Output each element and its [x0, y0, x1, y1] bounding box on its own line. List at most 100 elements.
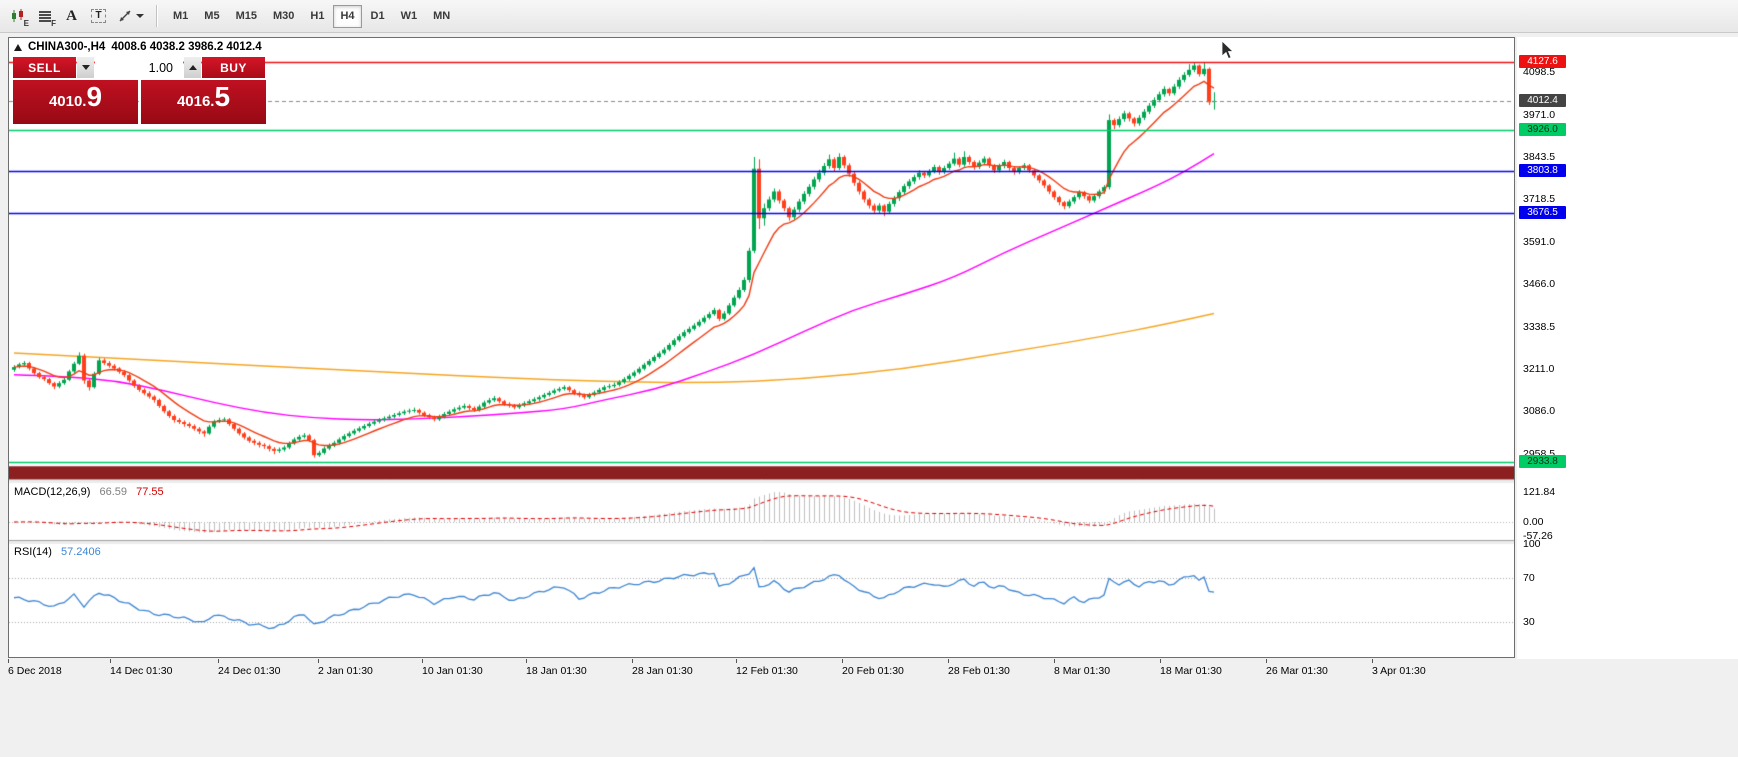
- chart-header: CHINA300-,H4 4008.6 4038.2 3986.2 4012.4: [14, 41, 262, 53]
- macd-name: MACD(12,26,9): [14, 486, 91, 498]
- letter-e-label: E: [23, 18, 29, 28]
- price-badge: 3676.5: [1519, 206, 1566, 220]
- one-click-trading-panel: SELL BUY 4010. 9 4016. 5: [13, 57, 266, 124]
- rsi-value: 57.2406: [60, 546, 101, 558]
- symbol-period-label: CHINA300-,H4: [28, 41, 106, 53]
- volume-increase-button[interactable]: [184, 57, 201, 78]
- time-axis-tick: [736, 659, 737, 663]
- macd-axis-tick: 0.00: [1523, 516, 1544, 528]
- time-axis-tick: [1160, 659, 1161, 663]
- volume-decrease-button[interactable]: [77, 57, 94, 78]
- letter-f-label: F: [51, 18, 56, 28]
- timeframe-button-group: M1 M5 M15 M30 H1 H4 D1 W1 MN: [166, 4, 457, 28]
- buy-button[interactable]: BUY: [202, 57, 265, 78]
- timeframe-button-d1[interactable]: D1: [364, 5, 392, 28]
- price-axis-tick: 4098.5: [1523, 66, 1556, 78]
- lines-icon: [38, 10, 51, 23]
- mouse-cursor: [1221, 40, 1234, 60]
- time-axis-label: 2 Jan 01:30: [318, 665, 373, 677]
- timeframe-button-h1[interactable]: H1: [303, 5, 331, 28]
- macd-value-2: 77.55: [136, 486, 164, 498]
- price-badge: 2933.8: [1519, 455, 1566, 469]
- objects-list-icon-button[interactable]: F: [31, 4, 58, 29]
- timeframe-button-m30[interactable]: M30: [266, 5, 301, 28]
- buy-price-button[interactable]: 4016. 5: [141, 80, 266, 124]
- price-axis-tick: 3591.0: [1523, 236, 1556, 249]
- buy-price-main: 4016.: [176, 93, 215, 110]
- time-axis-tick: [8, 659, 9, 663]
- time-axis-label: 24 Dec 01:30: [218, 665, 281, 677]
- buy-price-big-digit: 5: [214, 81, 231, 112]
- macd-axis-tick: 121.84: [1523, 486, 1556, 499]
- price-axis-tick: 3338.5: [1523, 320, 1556, 333]
- time-axis-tick: [842, 659, 843, 663]
- time-axis-tick: [1266, 659, 1267, 663]
- volume-input[interactable]: [95, 57, 183, 78]
- time-axis[interactable]: 6 Dec 2018 14 Dec 01:30 24 Dec 01:30 2 Jan …: [8, 659, 1515, 680]
- timeframe-button-m5[interactable]: M5: [197, 5, 226, 28]
- time-axis-label: 28 Feb 01:30: [948, 665, 1010, 677]
- caret-down-icon: [81, 65, 90, 70]
- time-axis-tick: [632, 659, 633, 663]
- price-axis-tick: 3971.0: [1523, 108, 1556, 121]
- candlestick-indicator-icon-button[interactable]: E: [4, 4, 31, 29]
- price-chart-canvas[interactable]: [9, 38, 1514, 657]
- time-axis-label: 12 Feb 01:30: [736, 665, 798, 677]
- time-axis-label: 26 Mar 01:30: [1266, 665, 1328, 677]
- sell-price-big-digit: 9: [86, 81, 103, 112]
- time-axis-tick: [1372, 659, 1373, 663]
- time-axis-label: 3 Apr 01:30: [1372, 665, 1426, 677]
- rsi-axis-tick: 100: [1523, 538, 1541, 550]
- price-axis[interactable]: 4098.5 3971.0 3843.5 3718.5 3591.0 3466.0 3338…: [1517, 37, 1738, 659]
- time-axis-tick: [110, 659, 111, 663]
- sell-price-main: 4010.: [48, 93, 87, 110]
- timeframe-button-m15[interactable]: M15: [229, 5, 264, 28]
- cursor-tool-dropdown-button[interactable]: [112, 4, 150, 29]
- sell-button[interactable]: SELL: [13, 57, 76, 78]
- rsi-indicator-label: RSI(14) 57.2406: [14, 546, 101, 558]
- text-label-tool-button[interactable]: A: [58, 4, 85, 29]
- time-axis-tick: [422, 659, 423, 663]
- price-axis-tick: 3843.5: [1523, 151, 1556, 164]
- toolbar: E F A T M1 M5 M15 M30 H1 H4 D1 W1 MN: [0, 0, 1738, 33]
- price-axis-tick: 3211.0: [1523, 363, 1555, 376]
- macd-value-1: 66.59: [99, 486, 128, 498]
- price-badge: 4012.4: [1519, 93, 1566, 107]
- boxed-t-icon: T: [91, 9, 106, 23]
- time-axis-tick: [1054, 659, 1055, 663]
- time-axis-label: 28 Jan 01:30: [632, 665, 693, 677]
- ohlc-values: 4008.6 4038.2 3986.2 4012.4: [111, 41, 262, 53]
- text-box-tool-button[interactable]: T: [85, 4, 112, 29]
- time-axis-label: 18 Jan 01:30: [526, 665, 587, 677]
- price-axis-tick: 3718.5: [1523, 193, 1556, 206]
- time-axis-label: 6 Dec 2018: [8, 665, 62, 677]
- sell-price-button[interactable]: 4010. 9: [13, 80, 138, 124]
- time-axis-label: 20 Feb 01:30: [842, 665, 904, 677]
- macd-indicator-label: MACD(12,26,9) 66.59 77.55: [14, 486, 164, 498]
- timeframe-button-w1[interactable]: W1: [394, 5, 425, 28]
- rsi-axis-tick: 70: [1523, 571, 1535, 584]
- timeframe-button-mn[interactable]: MN: [426, 5, 457, 28]
- time-axis-tick: [318, 659, 319, 663]
- time-axis-tick: [218, 659, 219, 663]
- price-badge: 3926.0: [1519, 122, 1566, 136]
- time-axis-label: 18 Mar 01:30: [1160, 665, 1222, 677]
- letter-a-icon: A: [66, 7, 77, 24]
- rsi-name: RSI(14): [14, 546, 52, 558]
- timeframe-button-h4[interactable]: H4: [333, 4, 362, 28]
- price-axis-tick: 3086.0: [1523, 405, 1556, 418]
- chart-plot-area: CHINA300-,H4 4008.6 4038.2 3986.2 4012.4…: [8, 37, 1515, 658]
- timeframe-button-m1[interactable]: M1: [166, 5, 195, 28]
- time-axis-tick: [526, 659, 527, 663]
- crosshair-arrows-icon: [119, 10, 131, 22]
- price-badge: 4127.6: [1519, 55, 1566, 69]
- rsi-axis-tick: 30: [1523, 616, 1535, 629]
- time-axis-label: 10 Jan 01:30: [422, 665, 483, 677]
- chevron-down-icon: [136, 14, 144, 18]
- time-axis-label: 14 Dec 01:30: [110, 665, 173, 677]
- toolbar-separator: [156, 5, 158, 27]
- time-axis-tick: [948, 659, 949, 663]
- symbol-marker-icon: [14, 43, 22, 51]
- caret-up-icon: [188, 65, 197, 70]
